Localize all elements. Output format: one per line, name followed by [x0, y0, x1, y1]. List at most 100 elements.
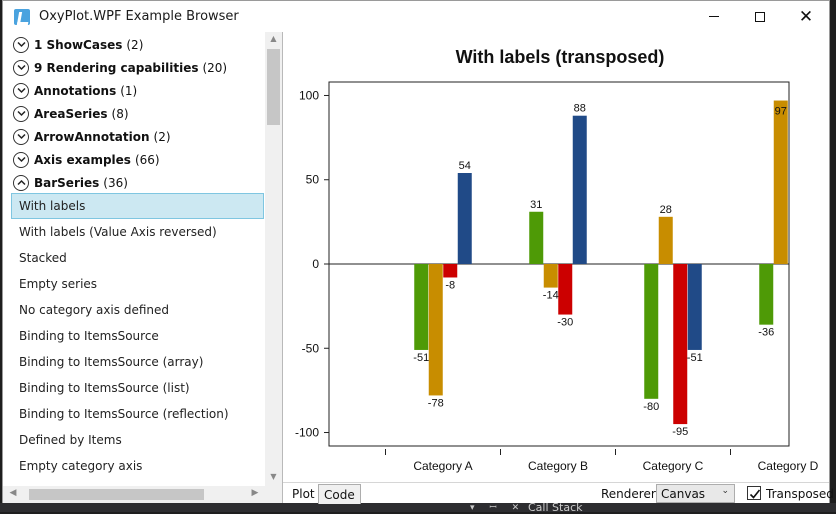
title-bar[interactable]: OxyPlot.WPF Example Browser ✕: [3, 1, 829, 32]
tree-horizontal-scrollbar[interactable]: ◀ ▶: [3, 486, 265, 503]
close-icon: ✕: [798, 6, 814, 27]
y-tick-label: -50: [302, 341, 320, 355]
panel-splitter[interactable]: [282, 32, 283, 503]
renderer-selected-value: Canvas: [661, 487, 706, 501]
bar-value-label: -14: [543, 290, 559, 302]
tree-item[interactable]: With labels (Value Axis reversed): [19, 225, 217, 239]
category-label: Category B: [528, 459, 588, 473]
tree-group-label: BarSeries (36): [34, 176, 128, 190]
category-label: Category A: [413, 459, 472, 473]
background-tab-glyphs: ▾ ꟷ ✕: [470, 503, 526, 513]
bar-value-label: 31: [530, 199, 542, 211]
tree-group[interactable]: AreaSeries (8): [3, 103, 265, 125]
expand-chevron-icon[interactable]: [13, 106, 29, 122]
bar[interactable]: [673, 264, 688, 425]
tree-item[interactable]: Binding to ItemsSource (list): [19, 381, 190, 395]
expand-chevron-icon[interactable]: [13, 152, 29, 168]
tree-group[interactable]: 9 Rendering capabilities (20): [3, 57, 265, 79]
bar-value-label: 28: [660, 204, 672, 216]
tree-item[interactable]: Stacked: [19, 251, 67, 265]
tab-plot[interactable]: Plot: [292, 487, 315, 501]
bar[interactable]: [558, 264, 573, 315]
group-name: 1 ShowCases: [34, 38, 123, 52]
tree-group-label: 1 ShowCases (2): [34, 38, 143, 52]
bar[interactable]: [773, 100, 788, 264]
minimize-button[interactable]: [691, 1, 737, 32]
bar[interactable]: [658, 216, 673, 264]
maximize-button[interactable]: [737, 1, 783, 32]
window-title: OxyPlot.WPF Example Browser: [39, 9, 239, 24]
bar[interactable]: [543, 264, 558, 288]
expand-chevron-icon[interactable]: [13, 83, 29, 99]
bar[interactable]: [572, 115, 587, 264]
bar[interactable]: [759, 264, 774, 325]
oxyplot-app-icon: [14, 9, 30, 25]
bar[interactable]: [457, 173, 472, 264]
bar[interactable]: [687, 264, 702, 350]
tree-group-label: Axis examples (66): [34, 153, 160, 167]
tab-code[interactable]: Code: [318, 484, 361, 504]
value-axis: 100 50 0 -50 -100: [295, 88, 789, 440]
plot-view[interactable]: With labels (transposed) 100 50 0 -50 -100 C…: [283, 32, 829, 482]
tree-group[interactable]: BarSeries (36): [3, 172, 265, 194]
bar[interactable]: [644, 264, 659, 399]
close-button[interactable]: ✕: [783, 1, 829, 32]
collapse-chevron-icon[interactable]: [13, 175, 29, 191]
transposed-checkbox[interactable]: [747, 486, 761, 500]
bar-value-label: -36: [758, 327, 774, 339]
bar[interactable]: [443, 264, 458, 278]
bar-labels: -51 -78 -8 54 31 -14 -30 88 -80 28 -95 -51 -36 97: [413, 103, 787, 438]
tree-item[interactable]: Binding to ItemsSource (reflection): [19, 407, 229, 421]
bar-value-label: -30: [557, 317, 573, 329]
bar[interactable]: [428, 264, 443, 396]
bar-chart[interactable]: With labels (transposed) 100 50 0 -50 -100 C…: [283, 32, 829, 482]
group-name: ArrowAnnotation: [34, 130, 150, 144]
bar[interactable]: [529, 211, 544, 264]
tree-vertical-scrollbar[interactable]: ▲ ▼: [265, 32, 282, 486]
plot-bottom-bar: Plot Code Renderer: Canvas ⌄ Transposed: [283, 482, 834, 504]
scroll-left-icon[interactable]: ◀: [9, 488, 17, 498]
tree-item[interactable]: Empty series: [19, 277, 98, 291]
horizontal-scroll-thumb[interactable]: [29, 489, 204, 500]
renderer-label: Renderer:: [601, 487, 660, 501]
expand-chevron-icon[interactable]: [13, 37, 29, 53]
tree-item[interactable]: Defined by Items: [19, 433, 122, 447]
tree-group[interactable]: ArrowAnnotation (2): [3, 126, 265, 148]
bar-value-label: -95: [672, 426, 688, 438]
scroll-up-icon[interactable]: ▲: [270, 34, 277, 43]
tree-group-label: Annotations (1): [34, 84, 137, 98]
group-count: (20): [202, 61, 228, 75]
bar-value-label: -8: [445, 279, 455, 291]
bar-value-label: -51: [413, 352, 429, 364]
tree-item[interactable]: Empty category axis: [19, 459, 143, 473]
chart-title: With labels (transposed): [456, 47, 665, 67]
group-count: (36): [103, 176, 128, 190]
tree-item[interactable]: Binding to ItemsSource: [19, 329, 159, 343]
tree-group-label: 9 Rendering capabilities (20): [34, 61, 227, 75]
transposed-label[interactable]: Transposed: [766, 487, 834, 501]
bar-series: [414, 100, 788, 425]
scrollbar-corner: [265, 486, 282, 503]
expand-chevron-icon[interactable]: [13, 60, 29, 76]
tree-group[interactable]: Axis examples (66): [3, 149, 265, 171]
minimize-icon: [709, 16, 719, 17]
group-count: (66): [134, 153, 160, 167]
background-ide-strip: ▾ ꟷ ✕ Call Stack: [0, 501, 836, 514]
y-tick-label: 100: [299, 88, 319, 102]
tree-item[interactable]: No category axis defined: [19, 303, 169, 317]
vertical-scroll-thumb[interactable]: [267, 49, 280, 125]
category-axis: Category A Category B Category C Category D: [385, 449, 819, 473]
scroll-down-icon[interactable]: ▼: [270, 472, 277, 481]
y-tick-label: 0: [312, 257, 319, 271]
tree-item[interactable]: Binding to ItemsSource (array): [19, 355, 204, 369]
expand-chevron-icon[interactable]: [13, 129, 29, 145]
bar[interactable]: [414, 264, 429, 350]
tree-group[interactable]: 1 ShowCases (2): [3, 34, 265, 56]
renderer-dropdown[interactable]: Canvas ⌄: [656, 484, 735, 503]
scroll-right-icon[interactable]: ▶: [251, 488, 259, 498]
tree-item[interactable]: With labels: [11, 193, 264, 219]
category-label: Category D: [758, 459, 819, 473]
group-name: 9 Rendering capabilities: [34, 61, 199, 75]
tree-group[interactable]: Annotations (1): [3, 80, 265, 102]
bar-value-label: -51: [687, 352, 703, 364]
